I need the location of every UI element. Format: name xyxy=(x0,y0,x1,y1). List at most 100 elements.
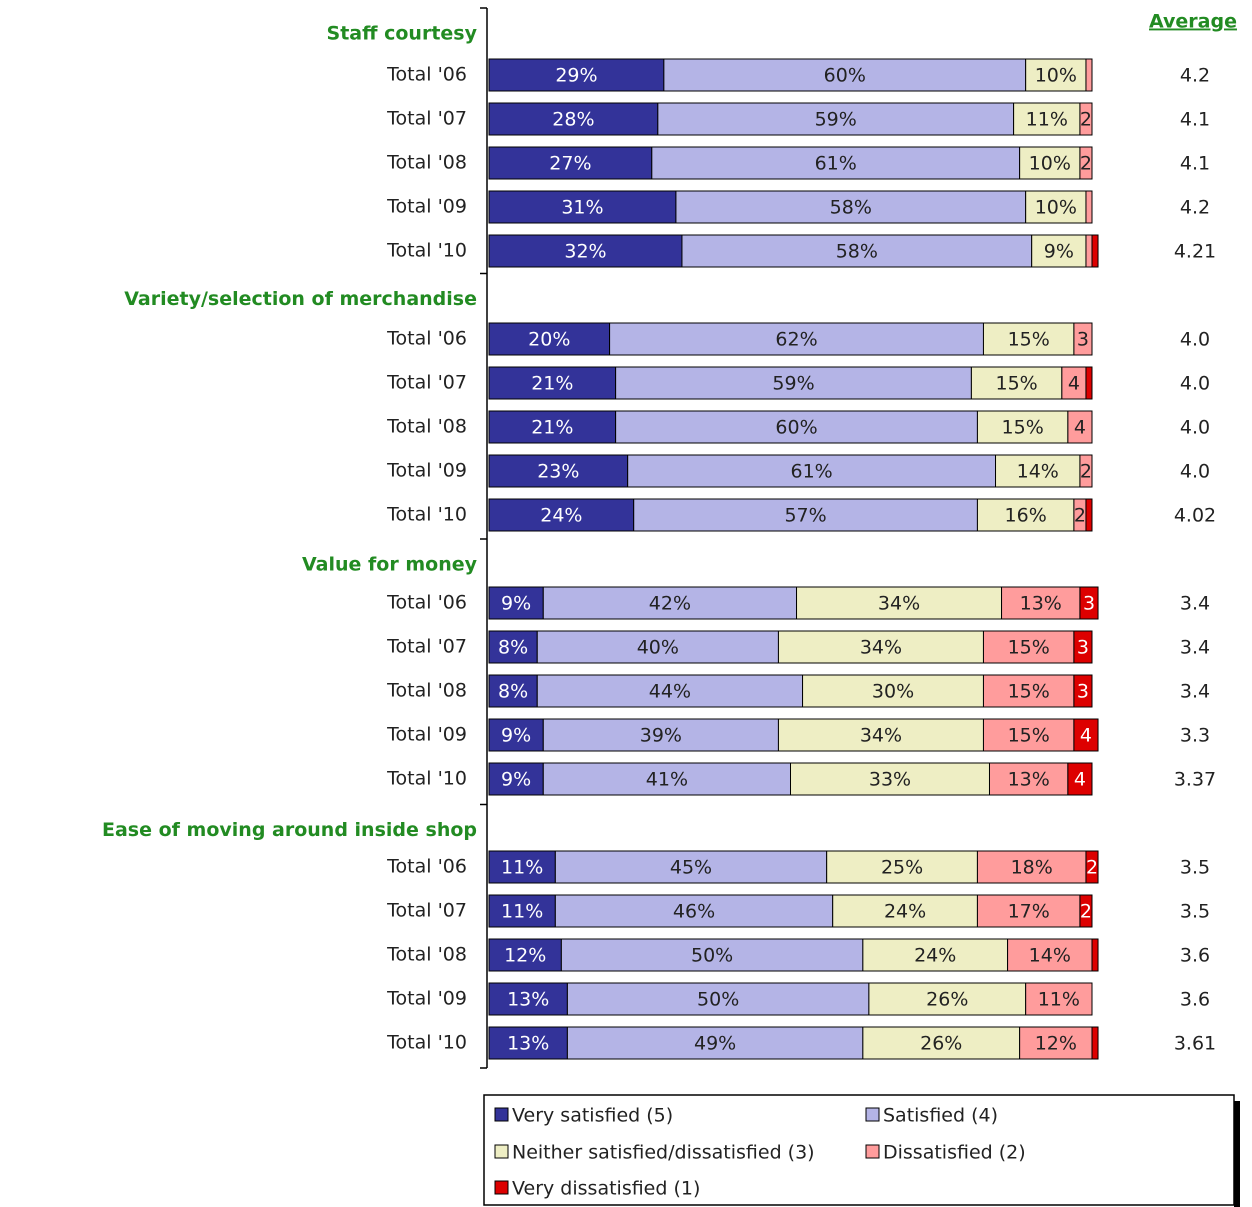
value-label: 60% xyxy=(775,417,817,439)
average-value: 4.0 xyxy=(1180,373,1210,395)
bar-segment xyxy=(1067,762,1093,796)
category-label: Total '09 xyxy=(386,460,467,482)
value-label: 11% xyxy=(1026,109,1068,131)
bar-segment xyxy=(1085,498,1093,532)
value-label: 9% xyxy=(501,769,531,791)
value-label: 17% xyxy=(1008,901,1050,923)
value-label: 39% xyxy=(640,725,682,747)
bar-segment xyxy=(1025,982,1093,1016)
bar-segment xyxy=(615,366,972,400)
average-header: Average xyxy=(1149,11,1237,33)
value-label: 21% xyxy=(531,373,573,395)
value-label: 13% xyxy=(507,989,549,1011)
bar-segment xyxy=(1079,894,1093,928)
value-label: 21% xyxy=(531,417,573,439)
bar-segment xyxy=(976,498,1075,532)
group-title: Ease of moving around inside shop xyxy=(102,819,477,841)
bar-segment xyxy=(976,410,1069,444)
average-value: 3.5 xyxy=(1180,857,1210,879)
value-label: 3 xyxy=(1077,681,1089,703)
bar-segment xyxy=(1079,146,1093,180)
value-label: 34% xyxy=(878,593,920,615)
average-value: 4.0 xyxy=(1180,417,1210,439)
bar-segment xyxy=(536,630,779,664)
value-label: 15% xyxy=(1008,329,1050,351)
bar-segment xyxy=(488,850,556,884)
value-label: 14% xyxy=(1017,461,1059,483)
bar-segment xyxy=(982,674,1075,708)
legend-swatch xyxy=(865,1144,880,1159)
value-label: 14% xyxy=(1029,945,1071,967)
category-label: Total '08 xyxy=(386,944,467,966)
category-label: Total '06 xyxy=(386,328,467,350)
bar-segment xyxy=(1073,322,1093,356)
value-label: 2 xyxy=(1080,901,1092,923)
value-label: 31% xyxy=(561,197,603,219)
category-label: Total '10 xyxy=(386,504,467,526)
bar-segment xyxy=(832,894,978,928)
value-label: 58% xyxy=(830,197,872,219)
bar-segment xyxy=(995,454,1081,488)
value-label: 8% xyxy=(498,681,528,703)
category-label: Total '07 xyxy=(386,108,467,130)
value-label: 50% xyxy=(691,945,733,967)
bar-segment xyxy=(1073,630,1093,664)
bar-segment xyxy=(488,190,677,224)
legend-swatch xyxy=(494,1144,509,1159)
bar-segment xyxy=(1019,1026,1093,1060)
bar-segment xyxy=(488,718,544,752)
value-label: 46% xyxy=(673,901,715,923)
legend-swatch xyxy=(494,1107,509,1122)
legend-box xyxy=(483,1094,1235,1206)
value-label: 59% xyxy=(815,109,857,131)
category-label: Total '07 xyxy=(386,900,467,922)
value-label: 10% xyxy=(1035,197,1077,219)
value-label: 9% xyxy=(501,725,531,747)
group-title: Staff courtesy xyxy=(327,23,478,45)
value-label: 11% xyxy=(501,901,543,923)
average-value: 4.21 xyxy=(1174,241,1216,263)
bar-segment xyxy=(988,762,1069,796)
value-label: 9% xyxy=(501,593,531,615)
bar-segment xyxy=(633,498,978,532)
legend-shadow xyxy=(1234,1101,1240,1207)
average-value: 3.4 xyxy=(1180,637,1210,659)
category-label: Total '06 xyxy=(386,856,467,878)
category-label: Total '10 xyxy=(386,768,467,790)
average-value: 3.6 xyxy=(1180,945,1210,967)
average-value: 3.61 xyxy=(1174,1033,1216,1055)
average-value: 4.2 xyxy=(1180,197,1210,219)
value-label: 44% xyxy=(649,681,691,703)
category-label: Total '09 xyxy=(386,724,467,746)
bar-segment xyxy=(1091,234,1099,268)
average-value: 3.37 xyxy=(1174,769,1216,791)
value-label: 26% xyxy=(920,1033,962,1055)
bar-segment xyxy=(542,718,779,752)
value-label: 15% xyxy=(1008,637,1050,659)
bar-segment xyxy=(1067,410,1093,444)
value-label: 13% xyxy=(1020,593,1062,615)
category-label: Total '07 xyxy=(386,372,467,394)
value-label: 10% xyxy=(1035,65,1077,87)
category-label: Total '10 xyxy=(386,1032,467,1054)
bar-segment xyxy=(488,982,568,1016)
average-value: 3.6 xyxy=(1180,989,1210,1011)
bar-segment xyxy=(826,850,978,884)
average-value: 4.1 xyxy=(1180,153,1210,175)
bar-segment xyxy=(542,586,798,620)
category-label: Total '08 xyxy=(386,416,467,438)
average-value: 4.2 xyxy=(1180,65,1210,87)
average-value: 4.0 xyxy=(1180,461,1210,483)
bar-segment xyxy=(681,234,1033,268)
value-label: 34% xyxy=(860,637,902,659)
value-label: 12% xyxy=(1035,1033,1077,1055)
bar-segment xyxy=(488,234,683,268)
value-label: 24% xyxy=(540,505,582,527)
bar-segment xyxy=(790,762,990,796)
value-label: 3 xyxy=(1083,593,1095,615)
value-label: 58% xyxy=(836,241,878,263)
legend-label: Very dissatisfied (1) xyxy=(512,1178,700,1200)
category-label: Total '07 xyxy=(386,636,467,658)
value-label: 24% xyxy=(884,901,926,923)
value-label: 4 xyxy=(1074,769,1086,791)
